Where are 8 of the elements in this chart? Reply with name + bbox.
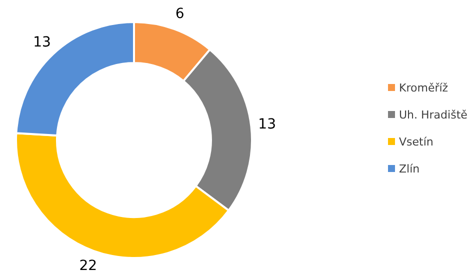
legend-label: Vsetín [399, 136, 434, 148]
legend-label: Uh. Hradiště [399, 108, 468, 122]
data-label: 22 [79, 258, 98, 274]
data-label: 6 [175, 6, 184, 22]
data-label: 13 [33, 34, 51, 51]
legend-label: Zlín [399, 162, 420, 176]
data-label: 13 [258, 116, 276, 132]
legend-label: Kroměříž [399, 82, 448, 94]
